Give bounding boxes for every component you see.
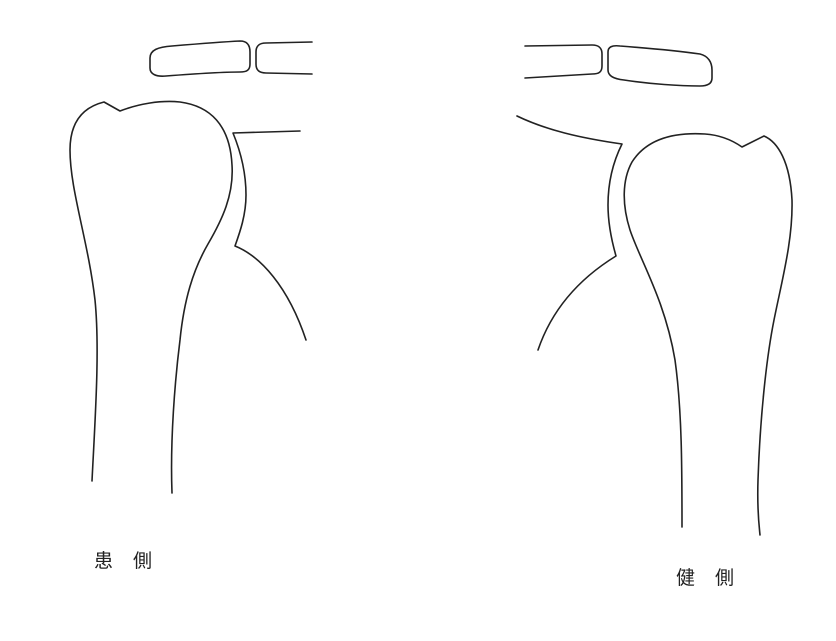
affected-scapula-outline <box>232 130 307 341</box>
healthy-clavicle-segment-medial <box>524 44 603 79</box>
healthy-clavicle-segment-lateral <box>607 44 713 87</box>
affected-side-label: 患側 <box>94 546 152 573</box>
affected-clavicle-segment-medial <box>255 41 313 75</box>
healthy-side-label-char2: 側 <box>715 567 735 589</box>
healthy-side-label: 健側 <box>676 563 734 590</box>
healthy-shoulder <box>516 44 793 536</box>
affected-humerus <box>69 100 233 494</box>
affected-clavicle-segment-lateral <box>149 40 251 77</box>
affected-side-label-char1: 患 <box>94 550 114 572</box>
healthy-humerus <box>623 132 793 536</box>
affected-shoulder <box>69 40 313 494</box>
healthy-side-label-char1: 健 <box>676 567 696 589</box>
affected-side-label-char2: 側 <box>133 550 153 572</box>
healthy-scapula-outline <box>516 115 623 351</box>
